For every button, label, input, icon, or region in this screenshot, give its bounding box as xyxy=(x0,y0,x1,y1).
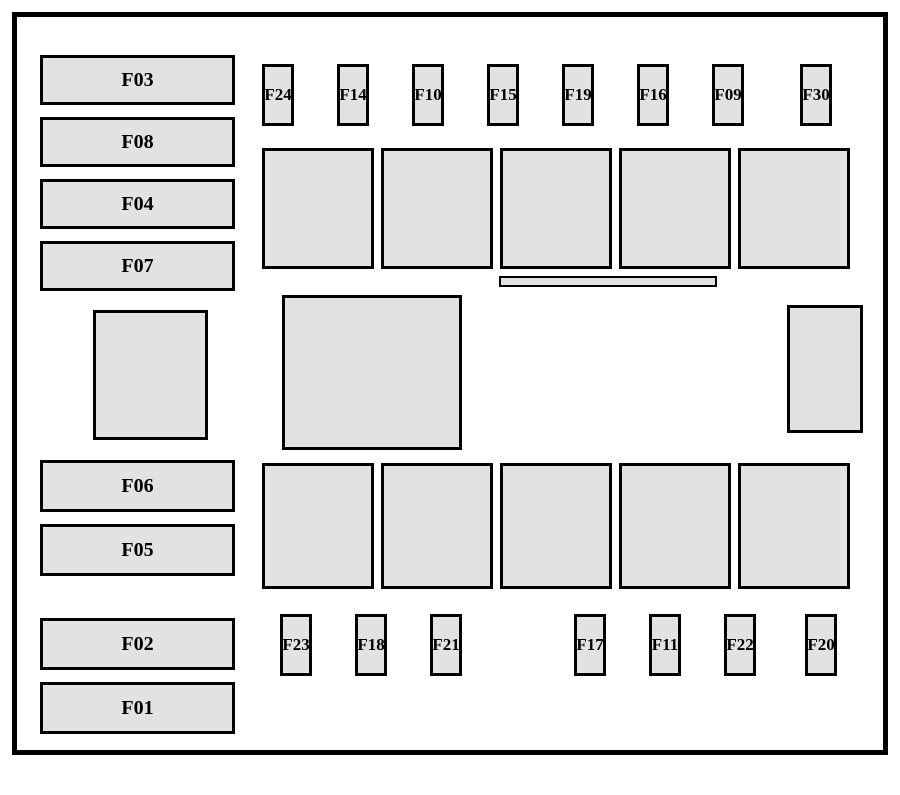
fuse-label: F15 xyxy=(489,85,516,105)
fuse-slot-rowC_big xyxy=(282,295,462,450)
fuse-slot-f15: F15 xyxy=(487,64,519,126)
fuse-label: F07 xyxy=(121,255,153,278)
fuse-slot-f21: F21 xyxy=(430,614,462,676)
fuse-slot-f14: F14 xyxy=(337,64,369,126)
fuse-slot-f17: F17 xyxy=(574,614,606,676)
fuse-label: F30 xyxy=(802,85,829,105)
fuse-slot-f01: F01 xyxy=(40,682,235,734)
fuse-label: F22 xyxy=(726,635,753,655)
fuse-slot-f22: F22 xyxy=(724,614,756,676)
fuse-label: F11 xyxy=(652,635,678,655)
fuse-label: F20 xyxy=(807,635,834,655)
fuse-slot-f11: F11 xyxy=(649,614,681,676)
fuse-slot-f02: F02 xyxy=(40,618,235,670)
fuse-label: F08 xyxy=(121,131,153,154)
fuse-slot-rowB_4 xyxy=(619,148,731,269)
fuse-slot-rowC_right xyxy=(787,305,863,433)
fuse-slot-f10: F10 xyxy=(412,64,444,126)
fuse-slot-rowD_3 xyxy=(500,463,612,589)
fuse-slot-f19: F19 xyxy=(562,64,594,126)
fuse-slot-rowD_2 xyxy=(381,463,493,589)
fuse-slot-f08: F08 xyxy=(40,117,235,167)
fusebox-diagram-canvas: F03 F08 F04 F07 F06 F05 F02 F01 F24 F14 F10 F15 F19 F… xyxy=(0,0,900,795)
fuse-slot-rowD_5 xyxy=(738,463,850,589)
fuse-slot-rowD_4 xyxy=(619,463,731,589)
fuse-label: F01 xyxy=(121,697,153,720)
fuse-label: F19 xyxy=(564,85,591,105)
fuse-label: F18 xyxy=(357,635,384,655)
fuse-label: F17 xyxy=(576,635,603,655)
fuse-label: F14 xyxy=(339,85,366,105)
fuse-slot-thin_bar xyxy=(499,276,717,287)
fuse-label: F03 xyxy=(121,69,153,92)
fuse-slot-f30: F30 xyxy=(800,64,832,126)
fuse-slot-f18: F18 xyxy=(355,614,387,676)
fuse-label: F02 xyxy=(121,633,153,656)
fuse-slot-f06: F06 xyxy=(40,460,235,512)
fuse-slot-f20: F20 xyxy=(805,614,837,676)
fuse-slot-rowB_5 xyxy=(738,148,850,269)
fuse-label: F24 xyxy=(264,85,291,105)
fuse-slot-rowB_3 xyxy=(500,148,612,269)
fuse-slot-f23: F23 xyxy=(280,614,312,676)
fuse-slot-rowD_1 xyxy=(262,463,374,589)
fuse-label: F21 xyxy=(432,635,459,655)
fuse-label: F10 xyxy=(414,85,441,105)
fuse-label: F06 xyxy=(121,475,153,498)
fuse-label: F23 xyxy=(282,635,309,655)
fuse-slot-blank_left_sq xyxy=(93,310,208,440)
fuse-label: F04 xyxy=(121,193,153,216)
fuse-slot-f07: F07 xyxy=(40,241,235,291)
fuse-slot-f03: F03 xyxy=(40,55,235,105)
fuse-slot-rowB_1 xyxy=(262,148,374,269)
fuse-slot-f05: F05 xyxy=(40,524,235,576)
fuse-slot-f24: F24 xyxy=(262,64,294,126)
fuse-slot-f09: F09 xyxy=(712,64,744,126)
fuse-label: F16 xyxy=(639,85,666,105)
fuse-slot-f16: F16 xyxy=(637,64,669,126)
fuse-label: F09 xyxy=(714,85,741,105)
fuse-slot-rowB_2 xyxy=(381,148,493,269)
fuse-slot-f04: F04 xyxy=(40,179,235,229)
fuse-label: F05 xyxy=(121,539,153,562)
